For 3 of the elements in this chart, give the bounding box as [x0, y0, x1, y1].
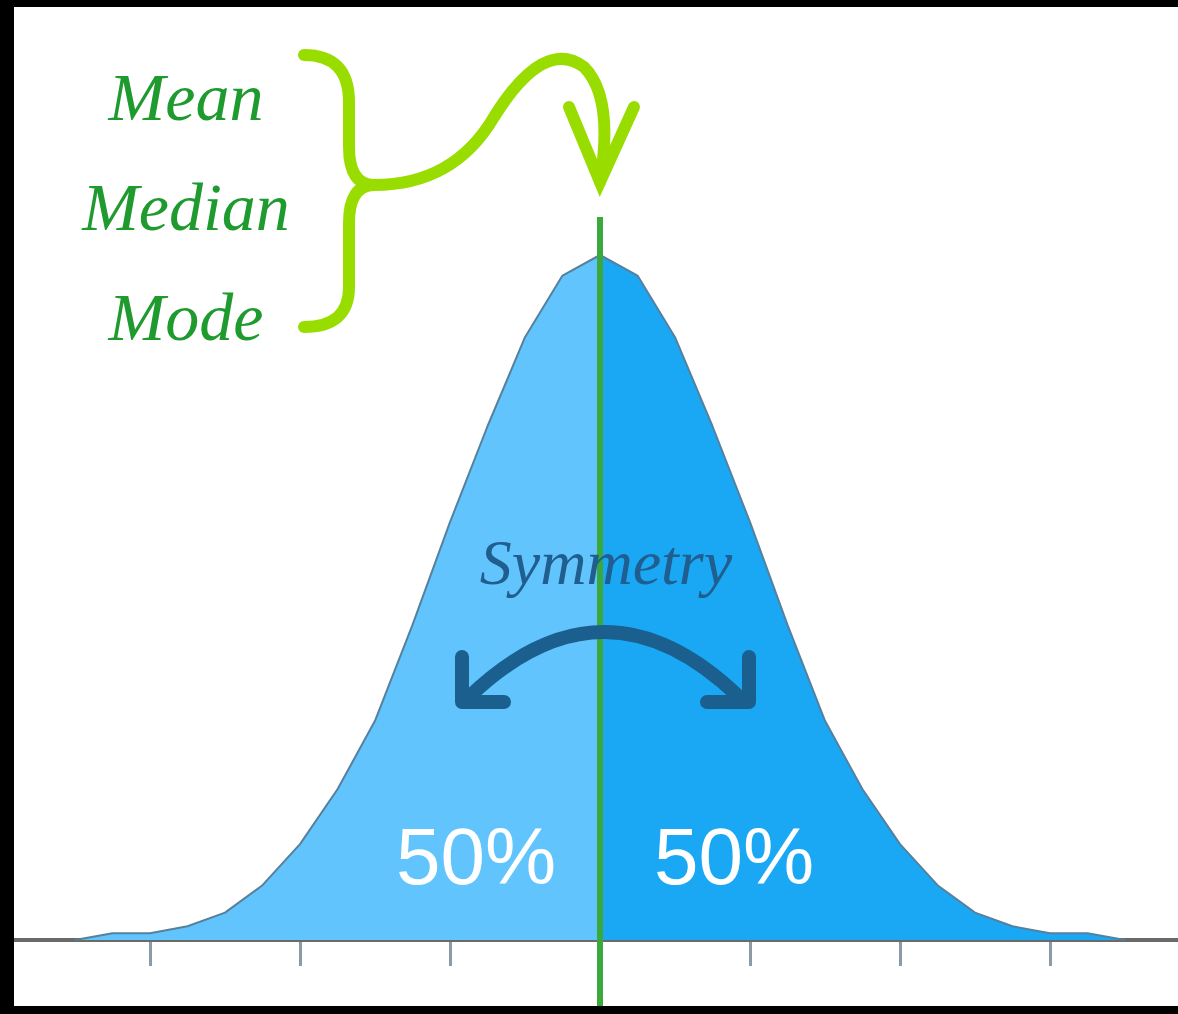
annotation: 50%	[395, 812, 557, 902]
annotation: Mean Median Mode	[81, 58, 290, 355]
annotation: 50%	[653, 812, 815, 902]
